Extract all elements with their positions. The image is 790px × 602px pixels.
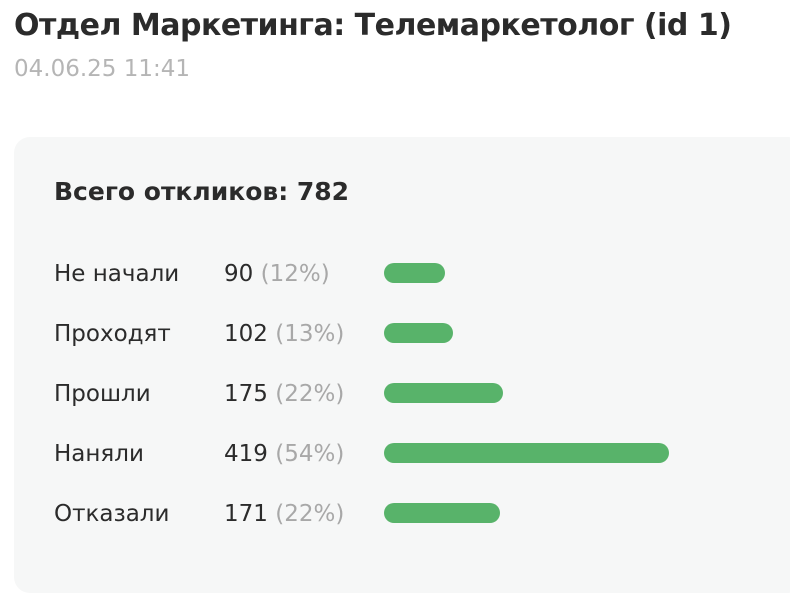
percent-label: (12%) [260,261,330,287]
value-number: 171 [224,501,268,527]
bar [384,503,500,523]
total-responses: Всего откликов: 782 [54,177,350,206]
value-text: 171 (22%) [224,501,344,527]
value-number: 90 [224,261,254,287]
bar-track [384,263,744,283]
bar [384,383,503,403]
chart-row: Прошли 175 (22%) [54,373,774,413]
category-label: Прошли [54,381,151,407]
value-text: 175 (22%) [224,381,344,407]
value-number: 419 [224,441,268,467]
bar [384,263,445,283]
responses-card: Всего откликов: 782 Не начали 90 (12%) П… [14,137,790,593]
bar-track [384,443,744,463]
percent-label: (13%) [275,321,345,347]
chart-row: Не начали 90 (12%) [54,253,774,293]
percent-label: (22%) [275,381,345,407]
category-label: Проходят [54,321,171,347]
chart-row: Наняли 419 (54%) [54,433,774,473]
bar [384,323,453,343]
value-number: 175 [224,381,268,407]
value-text: 419 (54%) [224,441,344,467]
category-label: Не начали [54,261,180,287]
chart-row: Проходят 102 (13%) [54,313,774,353]
category-label: Наняли [54,441,144,467]
chart-row: Отказали 171 (22%) [54,493,774,533]
bar [384,443,669,463]
value-text: 90 (12%) [224,261,330,287]
bar-track [384,323,744,343]
bar-track [384,503,744,523]
value-number: 102 [224,321,268,347]
category-label: Отказали [54,501,170,527]
bar-track [384,383,744,403]
percent-label: (22%) [275,501,345,527]
percent-label: (54%) [275,441,345,467]
timestamp: 04.06.25 11:41 [14,56,191,82]
page-title: Отдел Маркетинга: Телемаркетолог (id 1) [14,8,732,43]
value-text: 102 (13%) [224,321,344,347]
